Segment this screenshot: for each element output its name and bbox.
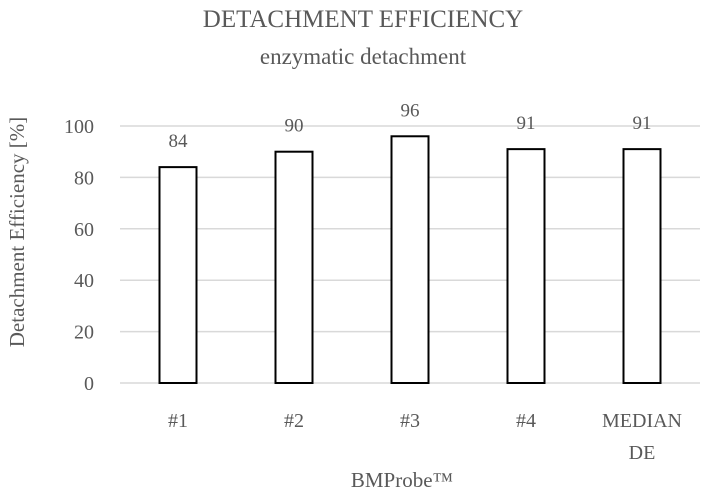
y-tick-label: 40 — [74, 270, 94, 292]
data-label: 96 — [401, 100, 420, 121]
y-tick-label: 60 — [74, 219, 94, 241]
category-label: #3 — [400, 410, 420, 432]
category-label: #2 — [284, 410, 304, 432]
y-axis-ticks: 0 20 40 60 80 100 — [64, 116, 94, 395]
y-tick-label: 80 — [74, 167, 94, 189]
y-tick-label: 100 — [64, 116, 94, 138]
bar — [274, 150, 314, 384]
y-axis-title: Detachment Efficiency [%] — [5, 117, 29, 348]
category-label: #1 — [168, 410, 188, 432]
x-axis-categories: #1 #2 #3 #4 MEDIAN DE — [168, 410, 682, 464]
x-axis-title: BMProbe™ — [351, 468, 453, 492]
data-labels: 84 90 96 91 91 — [169, 100, 652, 152]
category-label: #4 — [516, 410, 536, 432]
category-label: MEDIAN — [602, 410, 682, 432]
bars — [158, 135, 662, 384]
bar — [158, 166, 198, 384]
y-tick-label: 20 — [74, 322, 94, 344]
data-label: 91 — [633, 113, 652, 134]
data-label: 90 — [285, 116, 304, 137]
data-label: 91 — [517, 113, 536, 134]
bar — [390, 135, 430, 384]
category-label: DE — [629, 442, 656, 464]
y-tick-label: 0 — [84, 373, 94, 395]
bar — [506, 148, 546, 384]
chart-subtitle: enzymatic detachment — [260, 44, 467, 69]
bar — [622, 148, 662, 384]
chart-title: DETACHMENT EFFICIENCY — [203, 6, 523, 33]
data-label: 84 — [169, 131, 189, 152]
